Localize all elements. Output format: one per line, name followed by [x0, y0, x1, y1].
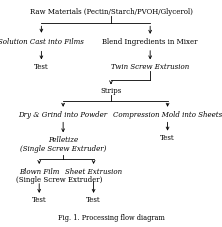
- Text: Twin Screw Extrusion: Twin Screw Extrusion: [111, 63, 189, 71]
- Text: Test: Test: [34, 63, 49, 71]
- Text: Sheet Extrusion: Sheet Extrusion: [65, 168, 122, 176]
- Text: Test: Test: [32, 196, 47, 204]
- Text: Blend Ingredients in Mixer: Blend Ingredients in Mixer: [102, 38, 198, 46]
- Text: Test: Test: [160, 134, 175, 142]
- Text: Strips: Strips: [100, 87, 122, 95]
- Text: (Single Screw Extruder): (Single Screw Extruder): [16, 176, 102, 184]
- Text: Compression Mold into Sheets: Compression Mold into Sheets: [113, 111, 222, 119]
- Text: Test: Test: [86, 196, 101, 204]
- Text: Blown Film: Blown Film: [19, 168, 59, 176]
- Text: Fig. 1. Processing flow diagram: Fig. 1. Processing flow diagram: [57, 214, 165, 222]
- Text: Pelletize
(Single Screw Extruder): Pelletize (Single Screw Extruder): [20, 136, 106, 153]
- Text: Dry & Grind into Powder: Dry & Grind into Powder: [19, 111, 108, 119]
- Text: Solution Cast into Films: Solution Cast into Films: [0, 38, 84, 46]
- Text: Raw Materials (Pectin/Starch/PVOH/Glycerol): Raw Materials (Pectin/Starch/PVOH/Glycer…: [30, 8, 192, 16]
